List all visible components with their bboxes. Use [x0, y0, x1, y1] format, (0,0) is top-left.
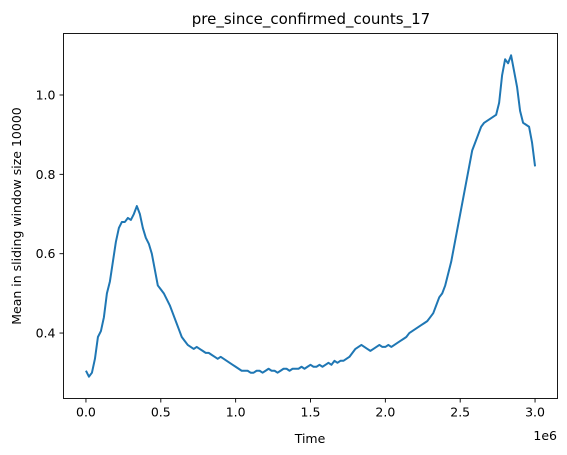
chart-title: pre_since_confirmed_counts_17 [192, 10, 430, 29]
x-tick-label: 3.0 [525, 405, 545, 420]
y-tick-label: 0.8 [36, 167, 56, 182]
x-tick-label: 0.0 [76, 405, 96, 420]
x-axis-title: Time [294, 431, 326, 446]
x-tick-label: 1.0 [226, 405, 246, 420]
y-axis-title: Mean in sliding window size 10000 [9, 107, 24, 325]
x-tick-label: 1.5 [301, 405, 321, 420]
series-line-0 [85, 54, 537, 378]
x-tick-label: 0.5 [151, 405, 171, 420]
x-tick-label: 2.5 [450, 405, 470, 420]
x-axis: 0.0 0.5 1.0 1.5 2.0 2.5 3.0 [76, 398, 545, 420]
y-tick-label: 0.4 [36, 326, 56, 341]
x-tick-label: 2.0 [375, 405, 395, 420]
plot-frame [63, 33, 558, 399]
plot-area [85, 54, 537, 378]
y-axis: 0.4 0.6 0.8 1.0 [36, 87, 64, 341]
y-tick-label: 1.0 [36, 87, 56, 102]
x-axis-offset-label: 1e6 [533, 428, 557, 443]
y-tick-label: 0.6 [36, 246, 56, 261]
